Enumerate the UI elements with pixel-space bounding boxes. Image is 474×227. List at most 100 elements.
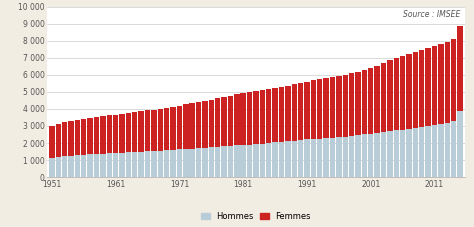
Bar — [253, 144, 259, 177]
Bar — [247, 145, 252, 177]
Bar — [107, 115, 112, 153]
Bar — [310, 139, 316, 177]
Bar — [374, 133, 380, 177]
Bar — [292, 84, 297, 141]
Bar — [298, 140, 303, 177]
Bar — [190, 149, 195, 177]
Bar — [196, 102, 201, 148]
Bar — [75, 120, 80, 155]
Bar — [368, 68, 374, 134]
Bar — [240, 145, 246, 177]
Bar — [426, 48, 431, 126]
Bar — [215, 147, 220, 177]
Bar — [253, 91, 259, 144]
Bar — [62, 122, 67, 156]
Bar — [49, 126, 55, 158]
Bar — [145, 111, 150, 151]
Bar — [183, 104, 189, 149]
Bar — [107, 153, 112, 177]
Bar — [113, 115, 118, 153]
Bar — [451, 39, 456, 121]
Bar — [234, 94, 239, 145]
Bar — [413, 52, 418, 128]
Bar — [151, 151, 156, 177]
Bar — [362, 70, 367, 134]
Bar — [406, 54, 412, 129]
Bar — [157, 151, 163, 177]
Bar — [285, 86, 291, 141]
Bar — [202, 148, 208, 177]
Bar — [400, 56, 405, 130]
Bar — [393, 130, 399, 177]
Bar — [157, 109, 163, 151]
Bar — [209, 147, 214, 177]
Bar — [336, 137, 342, 177]
Bar — [234, 145, 239, 177]
Bar — [87, 154, 93, 177]
Bar — [349, 73, 355, 136]
Bar — [304, 139, 310, 177]
Bar — [317, 79, 322, 138]
Bar — [94, 154, 99, 177]
Bar — [145, 151, 150, 177]
Bar — [62, 156, 67, 177]
Bar — [457, 111, 463, 177]
Bar — [387, 131, 392, 177]
Bar — [138, 111, 144, 152]
Bar — [387, 60, 392, 131]
Bar — [132, 112, 137, 152]
Bar — [298, 83, 303, 140]
Bar — [196, 148, 201, 177]
Bar — [190, 103, 195, 149]
Bar — [432, 46, 437, 125]
Bar — [356, 72, 361, 135]
Bar — [81, 155, 86, 177]
Bar — [221, 97, 227, 146]
Bar — [362, 134, 367, 177]
Bar — [126, 113, 131, 152]
Bar — [406, 129, 412, 177]
Bar — [323, 78, 329, 138]
Bar — [81, 119, 86, 155]
Bar — [119, 153, 125, 177]
Bar — [170, 150, 176, 177]
Bar — [94, 117, 99, 154]
Bar — [381, 63, 386, 132]
Bar — [100, 116, 106, 154]
Bar — [438, 44, 444, 124]
Bar — [343, 75, 348, 136]
Bar — [349, 136, 355, 177]
Bar — [215, 99, 220, 147]
Bar — [177, 149, 182, 177]
Bar — [279, 142, 284, 177]
Bar — [323, 138, 329, 177]
Bar — [87, 118, 93, 154]
Bar — [400, 130, 405, 177]
Bar — [381, 132, 386, 177]
Bar — [445, 123, 450, 177]
Bar — [49, 158, 55, 177]
Bar — [445, 42, 450, 123]
Bar — [260, 143, 265, 177]
Bar — [266, 143, 272, 177]
Bar — [330, 77, 335, 138]
Bar — [413, 128, 418, 177]
Bar — [279, 87, 284, 142]
Bar — [317, 138, 322, 177]
Bar — [419, 50, 425, 127]
Bar — [209, 100, 214, 147]
Bar — [432, 125, 437, 177]
Bar — [55, 123, 61, 157]
Bar — [266, 89, 272, 143]
Bar — [304, 81, 310, 139]
Bar — [285, 141, 291, 177]
Bar — [343, 136, 348, 177]
Bar — [240, 93, 246, 145]
Bar — [221, 146, 227, 177]
Bar — [426, 126, 431, 177]
Bar — [393, 58, 399, 130]
Bar — [356, 135, 361, 177]
Bar — [183, 149, 189, 177]
Bar — [119, 114, 125, 153]
Bar — [132, 152, 137, 177]
